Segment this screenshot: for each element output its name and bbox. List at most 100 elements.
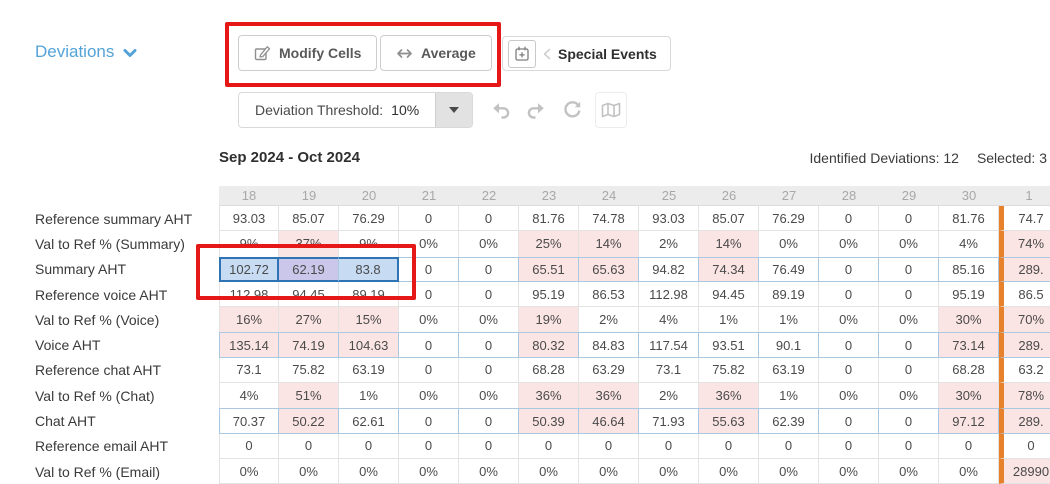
- table-cell[interactable]: 0: [459, 256, 519, 282]
- table-cell[interactable]: 28990: [999, 458, 1050, 484]
- table-cell[interactable]: 0: [819, 433, 879, 459]
- table-cell[interactable]: 0: [879, 332, 939, 358]
- table-cell[interactable]: 51%: [279, 383, 339, 409]
- table-cell[interactable]: 65.63: [579, 256, 639, 282]
- table-cell[interactable]: 0: [459, 281, 519, 308]
- table-cell[interactable]: 68.28: [939, 357, 999, 384]
- table-cell[interactable]: 50.22: [279, 408, 339, 434]
- table-cell[interactable]: 4%: [639, 307, 699, 333]
- table-cell[interactable]: 0: [639, 433, 699, 459]
- table-cell[interactable]: 15%: [339, 307, 399, 333]
- table-cell[interactable]: 63.29: [579, 357, 639, 384]
- table-cell[interactable]: 0%: [219, 458, 279, 484]
- table-cell[interactable]: 0%: [459, 458, 519, 484]
- table-cell[interactable]: 0: [819, 281, 879, 308]
- table-cell[interactable]: 74.34: [699, 256, 759, 282]
- table-cell[interactable]: 85.07: [699, 206, 759, 232]
- table-cell[interactable]: 73.14: [939, 332, 999, 358]
- table-cell[interactable]: 0: [819, 256, 879, 282]
- table-cell[interactable]: 50.39: [519, 408, 579, 434]
- table-cell[interactable]: 0: [399, 433, 459, 459]
- table-cell[interactable]: 0: [999, 433, 1050, 459]
- table-cell[interactable]: 289.: [999, 332, 1050, 358]
- table-cell[interactable]: 62.39: [759, 408, 819, 434]
- table-cell[interactable]: 73.1: [219, 357, 279, 384]
- table-cell[interactable]: 70.37: [219, 408, 279, 434]
- table-cell[interactable]: 0%: [879, 458, 939, 484]
- modify-cells-button[interactable]: Modify Cells: [238, 35, 378, 71]
- table-cell[interactable]: 0: [459, 408, 519, 434]
- table-cell[interactable]: 19%: [519, 307, 579, 333]
- table-cell[interactable]: 0%: [399, 231, 459, 257]
- table-cell[interactable]: 14%: [579, 231, 639, 257]
- table-cell[interactable]: 65.51: [519, 256, 579, 282]
- map-button[interactable]: [595, 92, 627, 128]
- refresh-button[interactable]: [559, 95, 585, 125]
- special-events-button[interactable]: Special Events: [558, 45, 657, 62]
- table-cell[interactable]: 9%: [339, 231, 399, 257]
- table-cell[interactable]: 0: [819, 408, 879, 434]
- table-cell[interactable]: 30%: [939, 307, 999, 333]
- table-cell[interactable]: 74%: [999, 231, 1050, 257]
- table-cell[interactable]: 0%: [459, 231, 519, 257]
- table-cell[interactable]: 0: [399, 281, 459, 308]
- table-cell[interactable]: 55.63: [699, 408, 759, 434]
- table-cell[interactable]: 75.82: [279, 357, 339, 384]
- table-cell[interactable]: 36%: [579, 383, 639, 409]
- table-cell[interactable]: 0: [459, 206, 519, 232]
- table-cell[interactable]: 1%: [339, 383, 399, 409]
- table-cell[interactable]: 0: [399, 332, 459, 358]
- table-cell[interactable]: 76.29: [339, 206, 399, 232]
- table-cell[interactable]: 63.19: [339, 357, 399, 384]
- table-cell[interactable]: 0: [459, 332, 519, 358]
- table-cell[interactable]: 81.76: [939, 206, 999, 232]
- table-cell[interactable]: 0: [219, 433, 279, 459]
- table-cell[interactable]: 0: [279, 433, 339, 459]
- table-cell[interactable]: 71.93: [639, 408, 699, 434]
- table-cell[interactable]: 0: [939, 433, 999, 459]
- table-cell[interactable]: 74.78: [579, 206, 639, 232]
- table-cell[interactable]: 0%: [759, 458, 819, 484]
- table-cell[interactable]: 97.12: [939, 408, 999, 434]
- table-cell[interactable]: 86.53: [579, 281, 639, 308]
- table-cell[interactable]: 102.72: [219, 256, 279, 282]
- table-cell[interactable]: 112.98: [219, 281, 279, 308]
- table-cell[interactable]: 70%: [999, 307, 1050, 333]
- table-cell[interactable]: 0%: [579, 458, 639, 484]
- table-cell[interactable]: 14%: [699, 231, 759, 257]
- table-cell[interactable]: 89.19: [759, 281, 819, 308]
- table-cell[interactable]: 0: [879, 433, 939, 459]
- table-cell[interactable]: 0: [879, 206, 939, 232]
- table-cell[interactable]: 85.16: [939, 256, 999, 282]
- table-cell[interactable]: 0: [399, 408, 459, 434]
- table-cell[interactable]: 36%: [519, 383, 579, 409]
- table-cell[interactable]: 63.2: [999, 357, 1050, 384]
- table-cell[interactable]: 93.03: [639, 206, 699, 232]
- table-cell[interactable]: 27%: [279, 307, 339, 333]
- table-cell[interactable]: 0%: [339, 458, 399, 484]
- table-cell[interactable]: 76.49: [759, 256, 819, 282]
- table-cell[interactable]: 0%: [459, 307, 519, 333]
- table-cell[interactable]: 63.19: [759, 357, 819, 384]
- table-cell[interactable]: 0%: [939, 458, 999, 484]
- table-cell[interactable]: 0: [399, 206, 459, 232]
- table-cell[interactable]: 95.19: [939, 281, 999, 308]
- table-cell[interactable]: 84.83: [579, 332, 639, 358]
- table-cell[interactable]: 0: [819, 357, 879, 384]
- table-cell[interactable]: 0%: [819, 458, 879, 484]
- table-cell[interactable]: 0: [459, 357, 519, 384]
- table-cell[interactable]: 80.32: [519, 332, 579, 358]
- table-cell[interactable]: 0: [879, 408, 939, 434]
- table-cell[interactable]: 93.03: [219, 206, 279, 232]
- table-cell[interactable]: 81.76: [519, 206, 579, 232]
- deviation-threshold-dropdown[interactable]: Deviation Threshold: 10%: [238, 92, 474, 128]
- table-cell[interactable]: 0%: [519, 458, 579, 484]
- table-cell[interactable]: 4%: [939, 231, 999, 257]
- table-cell[interactable]: 0: [399, 256, 459, 282]
- table-cell[interactable]: 9%: [219, 231, 279, 257]
- table-cell[interactable]: 1%: [759, 383, 819, 409]
- table-cell[interactable]: 0%: [699, 458, 759, 484]
- table-cell[interactable]: 0: [579, 433, 639, 459]
- table-cell[interactable]: 16%: [219, 307, 279, 333]
- table-cell[interactable]: 37%: [279, 231, 339, 257]
